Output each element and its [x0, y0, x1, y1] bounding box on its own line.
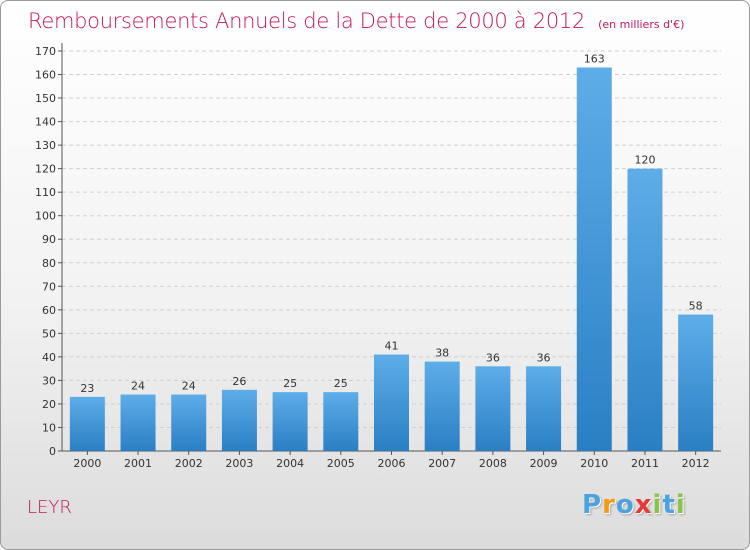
- y-tick-label: 40: [42, 351, 56, 364]
- x-tick-label: 2007: [428, 457, 456, 470]
- y-tick-label: 60: [42, 304, 56, 317]
- x-tick-label: 2003: [225, 457, 253, 470]
- bar-value-label: 25: [283, 377, 297, 390]
- y-tick-label: 140: [35, 116, 56, 129]
- bar: [678, 314, 714, 451]
- chart-unit-text: (en milliers d'€): [598, 18, 685, 31]
- chart-title-text: Remboursements Annuels de la Dette de 20…: [28, 9, 585, 33]
- y-tick-label: 130: [35, 139, 56, 152]
- bar: [171, 394, 207, 451]
- y-tick-label: 30: [42, 374, 56, 387]
- bar-value-label: 120: [634, 154, 655, 167]
- logo-letter: P: [582, 490, 603, 520]
- y-tick-label: 70: [42, 280, 56, 293]
- logo-letter: o: [615, 490, 635, 520]
- bar: [323, 392, 359, 451]
- y-tick-label: 90: [42, 233, 56, 246]
- bar: [576, 67, 612, 452]
- bar: [424, 361, 460, 451]
- logo-letter: i: [652, 490, 663, 520]
- y-tick-label: 0: [49, 445, 56, 458]
- logo-letter: t: [662, 490, 676, 520]
- proxiti-logo[interactable]: Proxiti: [582, 490, 686, 520]
- x-tick-label: 2005: [327, 457, 355, 470]
- logo-letter: x: [634, 490, 653, 520]
- bar: [272, 392, 308, 451]
- y-tick-label: 10: [42, 421, 56, 434]
- bar-value-label: 36: [537, 351, 551, 364]
- bar: [475, 366, 511, 451]
- x-tick-label: 2011: [631, 457, 659, 470]
- chart-title: Remboursements Annuels de la Dette de 20…: [28, 9, 684, 33]
- x-tick-label: 2004: [276, 457, 304, 470]
- x-tick-label: 2001: [124, 457, 152, 470]
- bar-value-label: 38: [435, 347, 449, 360]
- bar-value-label: 25: [334, 377, 348, 390]
- bar: [120, 394, 156, 451]
- y-tick-label: 80: [42, 257, 56, 270]
- bars: [69, 67, 714, 452]
- bar: [374, 354, 409, 451]
- bar-value-label: 24: [131, 380, 145, 393]
- y-tick-label: 110: [35, 186, 56, 199]
- y-tick-label: 50: [42, 327, 56, 340]
- bar-value-label: 58: [689, 300, 703, 313]
- x-tick-label: 2008: [479, 457, 507, 470]
- y-tick-label: 100: [35, 210, 56, 223]
- x-tick-label: 2009: [530, 457, 558, 470]
- y-tick-label: 160: [35, 69, 56, 82]
- bar: [526, 366, 562, 451]
- x-tick-label: 2002: [175, 457, 203, 470]
- logo-letter: i: [675, 490, 686, 520]
- x-tick-label: 2000: [73, 457, 101, 470]
- bar-value-label: 163: [584, 52, 605, 65]
- bar-value-label: 23: [80, 382, 94, 395]
- bar-value-label: 24: [182, 380, 196, 393]
- y-tick-label: 170: [35, 45, 56, 58]
- bar: [69, 396, 105, 451]
- bar: [221, 389, 257, 451]
- x-tick-label: 2012: [682, 457, 710, 470]
- logo-letter: r: [602, 490, 616, 520]
- commune-name: LEYR: [27, 497, 72, 518]
- y-tick-label: 150: [35, 92, 56, 105]
- bar-value-label: 36: [486, 351, 500, 364]
- bar: [627, 168, 663, 451]
- bar-value-label: 41: [385, 340, 399, 353]
- bar-value-label: 26: [232, 375, 246, 388]
- y-tick-label: 120: [35, 163, 56, 176]
- x-tick-label: 2010: [580, 457, 608, 470]
- x-tick-label: 2006: [378, 457, 406, 470]
- y-tick-label: 20: [42, 398, 56, 411]
- labels: 0 10 20 30 40 50 60 70 80 90 100 110 120 130 140 150 160…: [35, 45, 710, 470]
